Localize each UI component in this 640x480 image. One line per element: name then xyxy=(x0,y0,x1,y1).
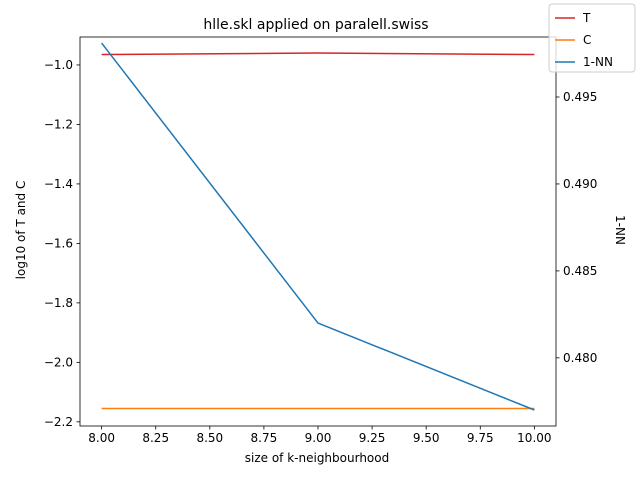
legend-label-t: T xyxy=(582,11,591,25)
legend-label-c: C xyxy=(583,33,591,47)
x-tick-label: 8.75 xyxy=(251,431,278,445)
y-left-tick-label: −1.2 xyxy=(44,117,73,131)
y-left-tick-label: −1.8 xyxy=(44,296,73,310)
legend-box xyxy=(548,3,636,73)
y-left-tick-label: −2.0 xyxy=(44,355,73,369)
y-left-tick-label: −1.6 xyxy=(44,236,73,250)
x-tick-label: 8.25 xyxy=(142,431,169,445)
series-line-t xyxy=(101,52,535,56)
x-tick-label: 9.25 xyxy=(359,431,386,445)
y-right-tick-label: 0.495 xyxy=(563,90,597,104)
y-left-tick-label: −1.0 xyxy=(44,58,73,72)
x-axis-label: size of k-neighbourhood xyxy=(245,451,389,465)
x-tick-label: 10.00 xyxy=(517,431,551,445)
chart-title: hlle.skl applied on paralell.swiss xyxy=(203,17,428,33)
y-left-tick-label: −2.2 xyxy=(44,415,73,429)
y-axis-right-label: 1-NN xyxy=(613,215,627,245)
x-tick-label: 8.50 xyxy=(196,431,223,445)
series-line-1-nn xyxy=(101,42,535,411)
y-right-tick-label: 0.490 xyxy=(563,177,597,191)
series-layer xyxy=(101,42,535,411)
y-left-tick-label: −1.4 xyxy=(44,177,73,191)
legend-label-1-nn: 1-NN xyxy=(583,55,613,69)
x-tick-label: 9.00 xyxy=(305,431,332,445)
legend: TC 1-NN xyxy=(548,3,636,73)
x-tick-label: 9.50 xyxy=(413,431,440,445)
x-tick-label: 8.00 xyxy=(88,431,115,445)
axes-layer: 8.00 8.25 8.50 8.75 9.00 9.25 9.50 9.75 10.00 −2.… xyxy=(44,36,597,445)
y-right-tick-label: 0.485 xyxy=(563,264,597,278)
x-tick-label: 9.75 xyxy=(467,431,494,445)
y-axis-left-label: log10 of T and C xyxy=(14,181,28,280)
y-right-tick-label: 0.480 xyxy=(563,351,597,365)
